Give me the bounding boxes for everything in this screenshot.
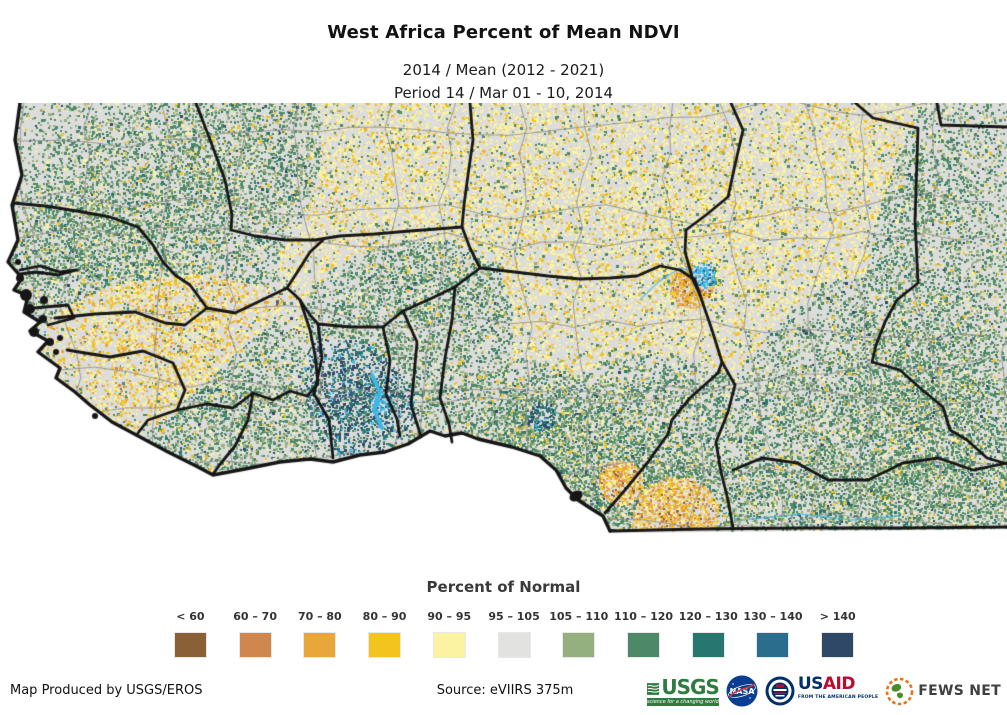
usaid-logo: USAID FROM THE AMERICAN PEOPLE [765, 676, 878, 706]
legend-item: 70 – 80 [287, 610, 352, 658]
usgs-logo: USGS science for a changing world [646, 674, 720, 706]
page-title: West Africa Percent of Mean NDVI [327, 22, 680, 43]
legend-swatch [173, 632, 207, 658]
fewsnet-globe-icon [885, 677, 914, 705]
legend-swatch [238, 632, 272, 658]
usgs-wordmark: USGS [661, 674, 719, 699]
legend-item: 60 – 70 [223, 610, 288, 658]
subtitle-period: Period 14 / Mar 01 - 10, 2014 [393, 84, 614, 102]
subtitle-comparison: 2014 / Mean (2012 - 2021) [402, 61, 605, 79]
legend-label: > 140 [819, 610, 856, 623]
legend-swatch [432, 632, 466, 658]
usgs-stripes-icon [646, 682, 660, 695]
legend-swatch [821, 632, 855, 658]
legend-item: > 140 [805, 610, 870, 658]
fewsnet-logo: FEWS NET [885, 677, 1001, 706]
legend-label: 70 – 80 [297, 610, 342, 623]
legend-label: 105 – 110 [549, 610, 609, 623]
ndvi-raster-map [0, 103, 1007, 575]
legend-swatch [627, 632, 660, 658]
usaid-tagline: FROM THE AMERICAN PEOPLE [797, 695, 879, 700]
legend: < 60 60 – 70 70 – 80 80 – 90 90 – 95 95 – 105… [158, 610, 870, 658]
legend-swatch [756, 632, 790, 658]
legend-swatch [562, 632, 596, 658]
logo-strip: USGS science for a changing world NASA U… [646, 672, 1001, 710]
legend-item: 90 – 95 [417, 610, 482, 658]
svg-text:NASA: NASA [729, 687, 755, 696]
legend-swatch [368, 632, 402, 658]
legend-title: Percent of Normal [426, 578, 581, 596]
legend-label: 60 – 70 [233, 610, 277, 623]
usaid-seal-icon [765, 676, 795, 706]
legend-item: 130 – 140 [741, 610, 806, 658]
legend-item: 110 – 120 [611, 610, 676, 658]
usgs-tagline: science for a changing world [646, 697, 719, 706]
legend-label: 130 – 140 [743, 610, 803, 623]
legend-item: < 60 [158, 610, 223, 658]
legend-label: 110 – 120 [613, 610, 674, 623]
legend-label: 90 – 95 [427, 610, 472, 623]
legend-item: 120 – 130 [676, 610, 741, 658]
legend-swatch [303, 632, 337, 658]
credit-text: Map Produced by USGS/EROS [10, 683, 203, 698]
legend-label: 95 – 105 [488, 610, 540, 623]
source-text: Source: eVIIRS 375m [436, 683, 574, 698]
fewsnet-wordmark: FEWS NET [918, 683, 1001, 699]
usaid-wordmark: USAID [797, 674, 856, 694]
legend-swatch [497, 632, 531, 658]
legend-item: 95 – 105 [482, 610, 547, 658]
legend-swatch [691, 632, 725, 658]
legend-label: < 60 [176, 610, 205, 623]
legend-item: 105 – 110 [546, 610, 611, 658]
legend-label: 120 – 130 [678, 610, 738, 623]
legend-item: 80 – 90 [352, 610, 417, 658]
nasa-logo: NASA [726, 675, 758, 707]
legend-label: 80 – 90 [362, 610, 407, 623]
